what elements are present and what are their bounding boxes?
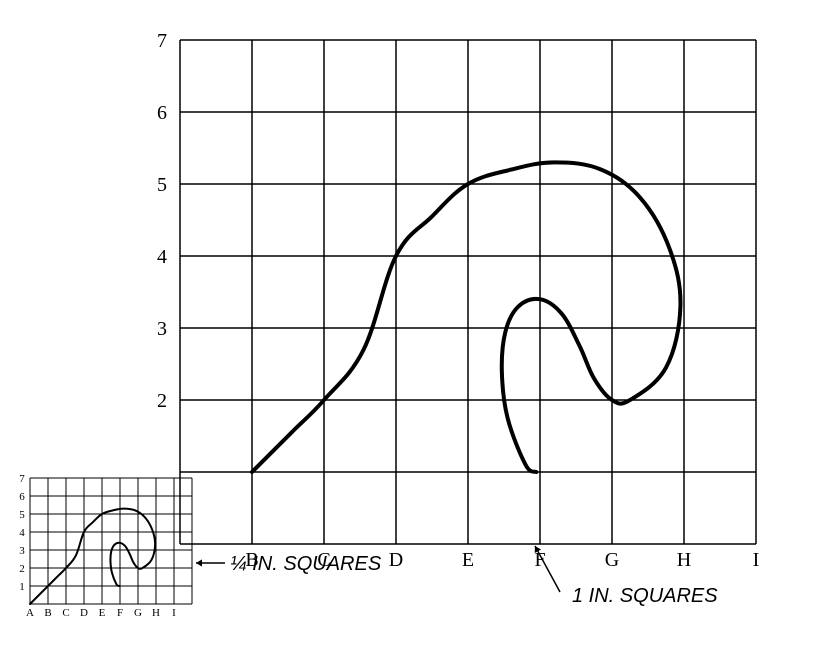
- small-grid: ABCDEFGHI 1 2 3 4 5 6 7: [19, 473, 192, 619]
- big-curve: [252, 162, 680, 472]
- x-axis-label: G: [605, 549, 619, 571]
- captions: ¼ IN. SQUARES 1 IN. SQUARES: [196, 546, 718, 607]
- y-axis-label: 1: [19, 581, 25, 593]
- y-axis-label: 4: [157, 246, 167, 268]
- y-axis-label: 6: [157, 102, 167, 124]
- x-axis-label: G: [134, 607, 142, 619]
- y-axis-label: 2: [157, 390, 167, 412]
- x-axis-label: F: [117, 607, 123, 619]
- y-axis-label: 5: [157, 174, 167, 196]
- arrow-small-caption: [196, 559, 225, 566]
- small-curve: [30, 509, 155, 604]
- y-axis-label: 3: [157, 318, 167, 340]
- big-grid: BCDEFGHI234567: [157, 30, 759, 571]
- y-axis-label: 7: [157, 30, 167, 52]
- y-axis-label: 2: [19, 563, 25, 575]
- x-axis-label: H: [152, 607, 160, 619]
- x-axis-label: E: [99, 607, 106, 619]
- caption-one-inch: 1 IN. SQUARES: [572, 585, 718, 607]
- x-axis-label: F: [534, 549, 545, 571]
- x-axis-label: A: [26, 607, 34, 619]
- y-axis-label: 4: [19, 527, 25, 539]
- y-axis-label: 6: [19, 491, 25, 503]
- x-axis-label: B: [44, 607, 51, 619]
- x-axis-label: D: [389, 549, 403, 571]
- x-axis-label: I: [172, 607, 176, 619]
- x-axis-label: H: [677, 549, 691, 571]
- x-axis-label: C: [62, 607, 69, 619]
- x-axis-label: E: [462, 549, 474, 571]
- y-axis-label: 5: [19, 509, 25, 521]
- caption-quarter-inch: ¼ IN. SQUARES: [230, 553, 382, 575]
- diagram-canvas: BCDEFGHI234567 ABCDEFGHI1234567 ¼ IN. SQ…: [0, 0, 838, 663]
- x-axis-label: I: [753, 549, 760, 571]
- y-axis-label: 7: [19, 473, 25, 485]
- x-axis-label: D: [80, 607, 88, 619]
- y-axis-label: 3: [19, 545, 25, 557]
